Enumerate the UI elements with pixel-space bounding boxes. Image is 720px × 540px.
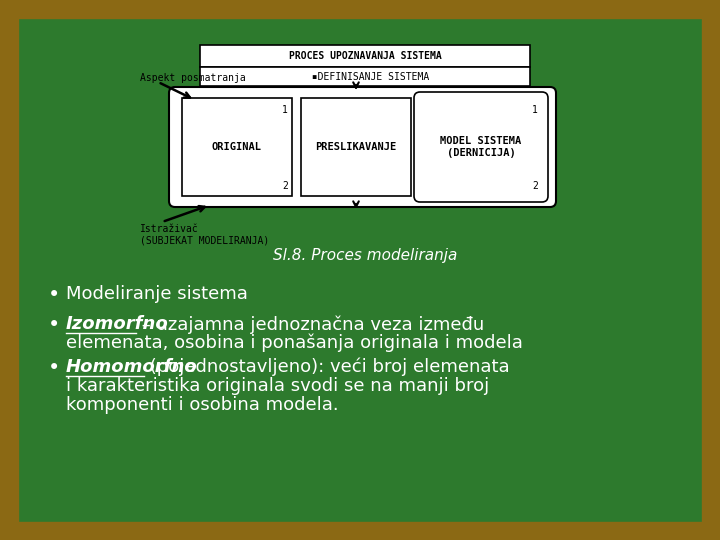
Text: 1: 1 (532, 105, 538, 115)
Text: komponenti i osobina modela.: komponenti i osobina modela. (66, 396, 338, 414)
Text: Istraživač
(SUBJEKAT MODELIRANJA): Istraživač (SUBJEKAT MODELIRANJA) (140, 224, 269, 246)
Text: elemenata, osobina i ponašanja originala i modela: elemenata, osobina i ponašanja originala… (66, 334, 523, 353)
Text: PROCES UPOZNAVANJA SISTEMA: PROCES UPOZNAVANJA SISTEMA (289, 51, 441, 61)
Text: Aspekt posmatranja: Aspekt posmatranja (140, 73, 246, 83)
Text: (pojednostavljeno): veći broj elemenata: (pojednostavljeno): veći broj elemenata (144, 358, 510, 376)
Text: •: • (48, 315, 60, 335)
Text: MODEL SISTEMA
(DERNICIJA): MODEL SISTEMA (DERNICIJA) (441, 136, 521, 158)
FancyBboxPatch shape (414, 92, 548, 202)
Text: ▪DEFINISANJE SISTEMA: ▪DEFINISANJE SISTEMA (300, 71, 430, 82)
Text: •: • (48, 358, 60, 378)
Text: – uzajamna jednoznačna veza između: – uzajamna jednoznačna veza između (136, 315, 485, 334)
Text: Homomorfno: Homomorfno (66, 358, 198, 376)
Text: PRESLIKAVANJE: PRESLIKAVANJE (315, 142, 397, 152)
FancyBboxPatch shape (200, 45, 530, 67)
Text: Izomorfno: Izomorfno (66, 315, 168, 333)
FancyBboxPatch shape (200, 67, 530, 86)
Bar (702, 0, 720, 540)
Bar (0, 522, 720, 540)
Bar (0, 0, 18, 540)
Text: Modeliranje sistema: Modeliranje sistema (66, 285, 248, 303)
Text: 1: 1 (282, 105, 288, 115)
Text: Sl.8. Proces modeliranja: Sl.8. Proces modeliranja (273, 248, 457, 263)
Text: ORIGINAL: ORIGINAL (212, 142, 262, 152)
FancyBboxPatch shape (182, 98, 292, 196)
Text: 2: 2 (532, 181, 538, 191)
FancyBboxPatch shape (301, 98, 411, 196)
FancyBboxPatch shape (169, 87, 556, 207)
Text: i karakteristika originala svodi se na manji broj: i karakteristika originala svodi se na m… (66, 377, 490, 395)
Text: •: • (48, 285, 60, 305)
Bar (0, 0, 720, 18)
Text: 2: 2 (282, 181, 288, 191)
